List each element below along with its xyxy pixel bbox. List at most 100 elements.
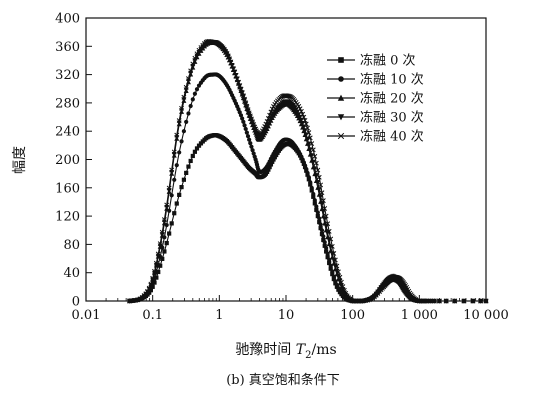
data-point-square (190, 153, 195, 159)
y-axis-title: 幅度 (12, 146, 28, 174)
data-point-circle (319, 228, 325, 233)
data-point-triangle-down (304, 136, 310, 142)
data-point-x (303, 121, 309, 127)
data-point-circle (302, 163, 308, 168)
data-point-x (343, 290, 349, 296)
data-point-x (319, 190, 325, 196)
data-point-x (341, 287, 347, 293)
data-point-circle (250, 148, 255, 153)
x-tick-label: 100 (340, 308, 365, 323)
data-point-square (265, 169, 270, 174)
data-point-x (306, 130, 312, 136)
data-point-x (470, 298, 476, 304)
data-point-circle (249, 144, 254, 149)
data-point-square (192, 149, 198, 154)
data-point-square (272, 155, 277, 160)
data-point-circle (306, 175, 311, 180)
data-point-square (271, 157, 276, 162)
data-point-x (250, 119, 256, 125)
data-point-circle (241, 119, 246, 124)
data-point-circle (317, 216, 322, 221)
data-point-x (179, 105, 185, 111)
data-point-x (166, 185, 172, 191)
data-point-circle (169, 193, 174, 198)
data-point-x (237, 83, 243, 89)
data-point-square (319, 231, 325, 237)
legend-item: 冻融 0 次 (327, 53, 416, 69)
data-point-square (317, 220, 322, 225)
data-point-x (461, 298, 467, 304)
data-point-square (274, 152, 279, 158)
legend-item: 冻融 20 次 (327, 91, 424, 107)
data-point-circle (334, 282, 339, 288)
data-point-x (229, 63, 235, 69)
data-point-x (190, 61, 196, 67)
y-axis: 0 40 80 120 160 200 240 280 320 360 400 (55, 12, 92, 310)
data-point-x (181, 94, 187, 100)
series-line (129, 134, 486, 302)
data-point-circle (318, 222, 323, 227)
series-layer (127, 38, 489, 304)
y-tick-label: 360 (55, 40, 80, 55)
data-point-x (157, 241, 163, 247)
data-point-circle (305, 170, 310, 175)
data-point-triangle-down (313, 173, 319, 178)
data-point-x (192, 55, 198, 61)
data-point-circle (194, 87, 200, 92)
data-point-circle (240, 116, 245, 121)
y-tick-label: 400 (55, 12, 80, 27)
data-point-triangle-down (306, 141, 312, 147)
data-point-square (322, 243, 327, 248)
data-point-x (296, 103, 302, 109)
data-point-circle (244, 130, 249, 135)
data-point-x (331, 251, 337, 256)
series-4 (127, 38, 489, 304)
data-point-x (247, 113, 253, 119)
legend-label: 冻融 20 次 (360, 91, 424, 107)
data-point-x (230, 66, 236, 72)
x-axis-title-var: T (296, 342, 307, 358)
data-point-circle (190, 97, 195, 102)
y-tick-label: 80 (63, 238, 80, 253)
data-point-x (224, 52, 230, 58)
data-point-circle (338, 76, 344, 82)
data-point-x (228, 60, 234, 66)
data-point-square (188, 158, 193, 164)
data-point-x (312, 153, 318, 159)
data-point-x (301, 114, 307, 120)
data-point-triangle-down (337, 114, 345, 121)
data-point-x (238, 86, 244, 92)
data-point-x (232, 70, 238, 75)
data-point-x (234, 76, 240, 82)
data-point-circle (247, 137, 252, 142)
data-point-triangle-down (316, 187, 322, 192)
data-point-x (325, 221, 331, 227)
data-point-square (311, 194, 316, 199)
data-point-x (337, 274, 343, 280)
data-point-square (324, 249, 329, 254)
data-point-square (172, 211, 177, 216)
data-point-square (174, 201, 179, 206)
legend-label: 冻融 10 次 (360, 72, 424, 88)
data-point-triangle-down (312, 166, 318, 172)
data-point-x (243, 100, 249, 106)
x-axis-title-unit: /ms (311, 342, 336, 358)
data-point-circle (315, 210, 320, 215)
data-point-square (328, 266, 333, 271)
data-point-square (184, 170, 189, 175)
data-point-square (167, 231, 172, 236)
x-tick-label: 1 000 (401, 308, 438, 323)
data-point-x (264, 119, 270, 124)
data-point-x (174, 132, 180, 138)
data-point-x (326, 228, 332, 234)
data-point-circle (184, 119, 189, 125)
data-point-x (146, 285, 152, 291)
data-point-x (236, 79, 241, 85)
data-point-square (186, 164, 191, 169)
data-point-x (431, 298, 437, 304)
data-point-circle (248, 141, 253, 146)
y-tick-label: 280 (55, 96, 80, 111)
legend-label: 冻融 0 次 (360, 53, 416, 69)
legend-item: 冻融 30 次 (327, 110, 424, 126)
data-point-x (300, 111, 306, 117)
